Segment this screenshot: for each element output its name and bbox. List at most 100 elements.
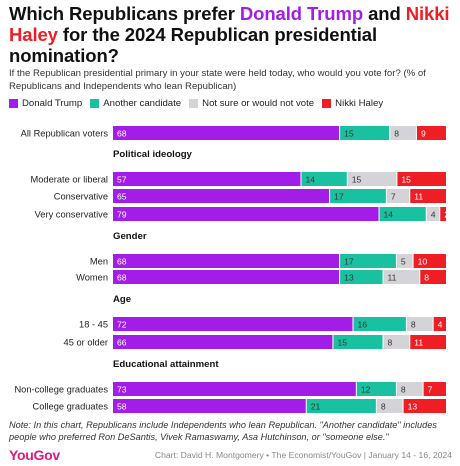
group-heading: Age (113, 294, 131, 305)
bar-segment (347, 172, 397, 186)
legend-item: Donald Trump (9, 98, 82, 109)
bar-segment (330, 189, 386, 203)
data-label: 14 (306, 174, 316, 184)
title-part-2: and (363, 3, 406, 24)
data-label: 15 (401, 174, 411, 184)
data-label: 7 (391, 191, 396, 201)
data-label: 17 (334, 191, 344, 201)
bar-segment (113, 270, 340, 284)
bar-segment (390, 126, 416, 140)
bar-segment (406, 317, 433, 331)
bar-segment (113, 335, 333, 349)
yougov-logo: YouGov (9, 447, 60, 463)
row-label: 18 - 45 (79, 320, 108, 330)
data-label: 8 (388, 337, 393, 347)
row-label: Conservative (54, 192, 108, 202)
legend-swatch (322, 98, 332, 108)
row-label: College graduates (33, 402, 109, 412)
data-label: 14 (384, 209, 394, 219)
data-label: 68 (117, 128, 127, 138)
data-label: 10 (418, 256, 428, 266)
data-label: 4 (431, 209, 436, 219)
bar-segment (397, 172, 446, 186)
footnote: Note: In this chart, Republicans include… (9, 420, 437, 442)
bar-segment (340, 126, 390, 140)
legend-label: Nikki Haley (335, 97, 384, 109)
bar-segment (113, 382, 356, 396)
bar-segment (410, 189, 446, 203)
bar-segment (410, 335, 446, 349)
bar-segment (403, 399, 446, 413)
data-label: 12 (361, 384, 371, 394)
bar-segment (113, 189, 330, 203)
data-label: 8 (411, 319, 416, 329)
bar-segment (383, 335, 410, 349)
data-label: 15 (352, 174, 362, 184)
data-label: 9 (421, 128, 426, 138)
bar-segment (353, 317, 406, 331)
bar-segment (113, 172, 301, 186)
data-label: 17 (344, 256, 354, 266)
data-label: 11 (414, 191, 423, 201)
data-label: 73 (117, 384, 127, 394)
row-label: 45 or older (64, 338, 108, 348)
row-label: Men (90, 257, 108, 267)
legend-swatch (90, 98, 100, 108)
bar-segment (301, 172, 347, 186)
bar-segment (113, 317, 353, 331)
row-label: Non-college graduates (14, 385, 108, 395)
legend-swatch (9, 98, 18, 108)
data-label: 15 (344, 128, 354, 138)
legend-item: Another candidate (90, 98, 181, 109)
legend-label: Another candidate (103, 97, 182, 109)
chart-credit: Chart: David H. Montgomery • The Economi… (154, 450, 452, 460)
bar-segment (440, 207, 446, 221)
data-label: 21 (311, 401, 321, 411)
bar-segment (433, 317, 446, 331)
legend-swatch (189, 98, 199, 108)
data-label: 7 (428, 384, 433, 394)
data-label: 66 (117, 337, 127, 347)
data-label: 8 (381, 401, 386, 411)
data-label: 15 (337, 337, 347, 347)
row-label: All Republican voters (21, 129, 109, 139)
data-label: 72 (117, 319, 127, 329)
data-label: 65 (117, 191, 127, 201)
legend-label: Not sure or would not vote (202, 97, 315, 109)
group-heading: Educational attainment (113, 359, 219, 370)
bar-segment (376, 399, 403, 413)
title-part-1: Which Republicans prefer (9, 3, 240, 24)
bar-segment (340, 254, 396, 268)
group-heading: Political ideology (113, 149, 193, 160)
legend: Donald Trump Another candidate Not sure or… (9, 96, 391, 110)
data-label: 13 (344, 272, 354, 282)
bar-segment (416, 126, 446, 140)
bar-segment (396, 382, 423, 396)
data-label: 68 (117, 272, 127, 282)
bar-segment (113, 399, 306, 413)
title-part-3: for the 2024 Republican presidential nom… (9, 24, 377, 66)
row-label: Very conservative (35, 210, 108, 220)
bar-segment (306, 399, 376, 413)
bar-segment (420, 270, 446, 284)
data-label: 13 (408, 401, 418, 411)
data-label: 8 (394, 128, 399, 138)
title-trump: Donald Trump (239, 3, 364, 24)
data-label: 8 (401, 384, 406, 394)
bar-segment (113, 126, 340, 140)
bar-segment (333, 335, 383, 349)
legend-label: Donald Trump (22, 97, 83, 109)
data-label: 16 (357, 319, 367, 329)
data-label: 5 (401, 256, 406, 266)
bar-segment (413, 254, 446, 268)
row-label: Women (76, 273, 108, 283)
legend-item: Not sure or would not vote (189, 98, 314, 109)
data-label: 79 (117, 209, 127, 219)
bar-segment (426, 207, 440, 221)
bar-segment (386, 189, 410, 203)
bar-segment (113, 254, 340, 268)
bar-segment (423, 382, 446, 396)
data-label: 58 (117, 401, 127, 411)
data-label: 8 (424, 272, 429, 282)
